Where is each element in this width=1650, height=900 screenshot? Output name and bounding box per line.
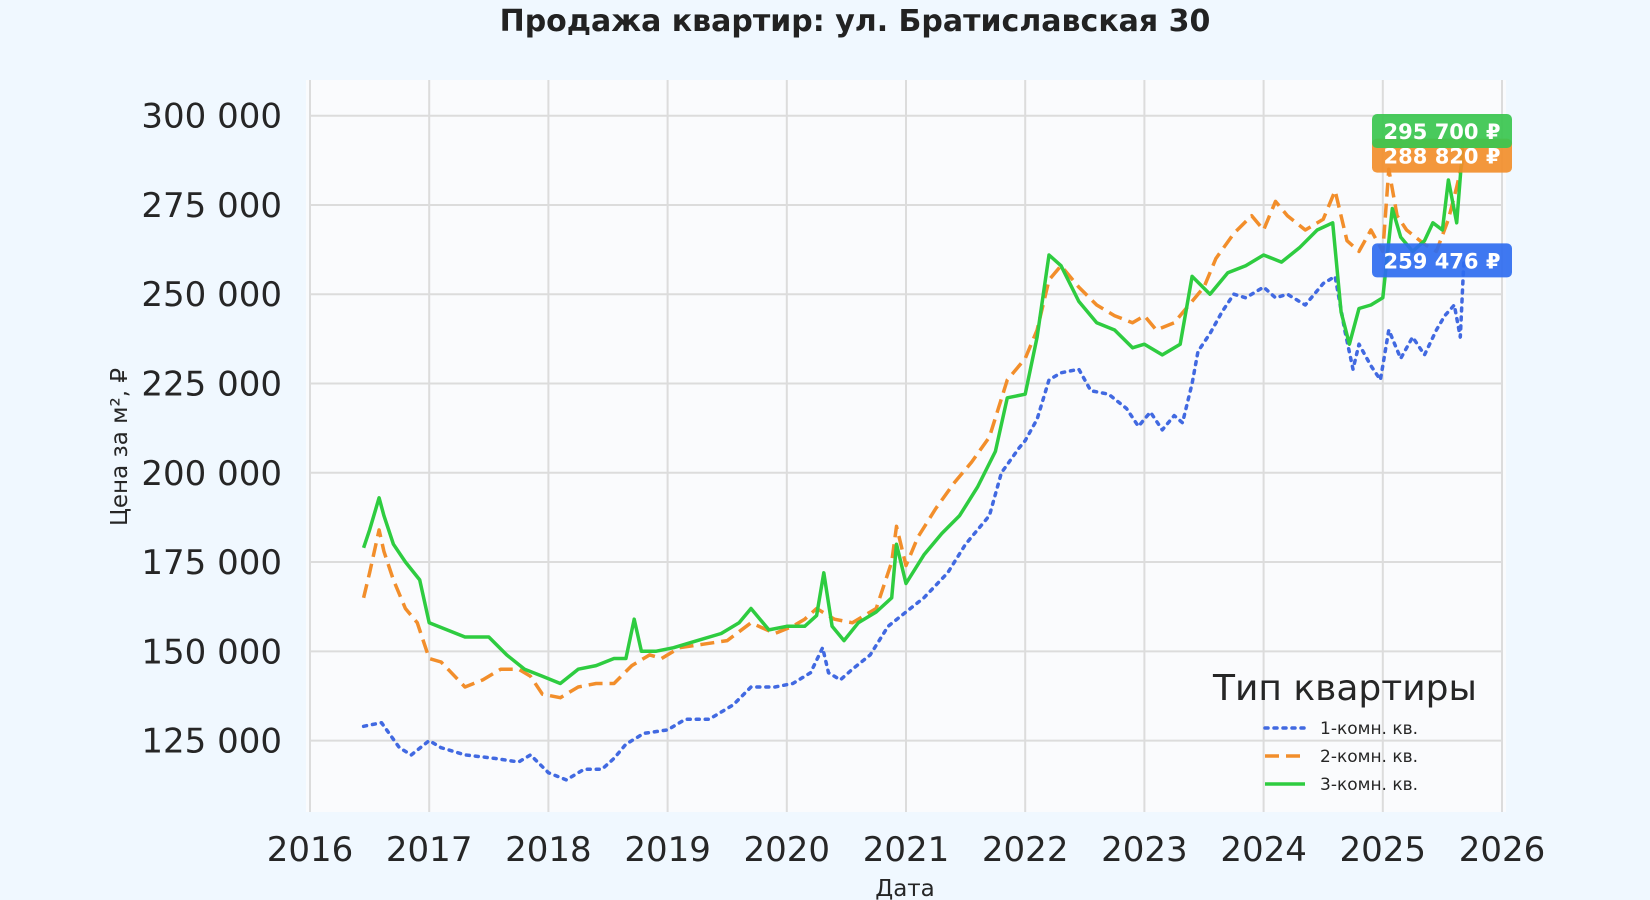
x-tick-label: 2022 [982, 830, 1069, 870]
x-tick-label: 2021 [863, 830, 950, 870]
legend-label: 2-комн. кв. [1320, 747, 1418, 767]
series-line-3room [361, 130, 1466, 686]
y-axis-label: Цена за м², ₽ [107, 368, 133, 526]
tick-labels: 2016 2017 2018 2019 2020 2021 2022 2023 2024 2025… [141, 97, 1545, 870]
y-tick-label: 175 000 [141, 543, 282, 583]
y-tick-label: 275 000 [141, 186, 282, 226]
legend: Тип квартиры 1-комн. кв. 2-комн. кв. 3-комн… [1212, 668, 1477, 795]
x-tick-label: 2025 [1340, 830, 1427, 870]
series-line-2room [361, 155, 1466, 700]
chart-title: Продажа квартир: ул. Братиславская 30 [500, 4, 1211, 39]
x-tick-label: 2016 [267, 830, 354, 870]
end-value-badge: 295 700 ₽ [1372, 114, 1512, 149]
y-tick-label: 225 000 [141, 365, 282, 405]
x-tick-label: 2023 [1101, 830, 1188, 870]
x-tick-label: 2019 [624, 830, 711, 870]
end-value-badge: 259 476 ₽ [1372, 243, 1512, 278]
y-tick-label: 300 000 [141, 97, 282, 137]
badge-value: 295 700 ₽ [1384, 120, 1501, 144]
legend-label: 1-комн. кв. [1320, 719, 1418, 739]
badge-background [1372, 114, 1512, 149]
x-tick-label: 2026 [1459, 830, 1546, 870]
x-tick-label: 2017 [386, 830, 473, 870]
end-value-badges: 259 476 ₽ 288 820 ₽295 700 ₽ [1372, 114, 1512, 278]
y-tick-label: 150 000 [141, 632, 282, 672]
x-tick-label: 2024 [1220, 830, 1307, 870]
badge-value: 259 476 ₽ [1384, 249, 1501, 273]
x-tick-label: 2018 [505, 830, 592, 870]
badge-value: 288 820 ₽ [1384, 145, 1501, 169]
x-axis-label: Дата [875, 876, 935, 900]
y-tick-label: 125 000 [141, 722, 282, 762]
y-tick-label: 250 000 [141, 275, 282, 315]
legend-label: 3-комн. кв. [1320, 775, 1418, 795]
y-tick-label: 200 000 [141, 454, 282, 494]
legend-title: Тип квартиры [1212, 668, 1477, 709]
x-tick-label: 2020 [744, 830, 831, 870]
series-layer [361, 130, 1466, 782]
badge-background [1372, 243, 1512, 278]
